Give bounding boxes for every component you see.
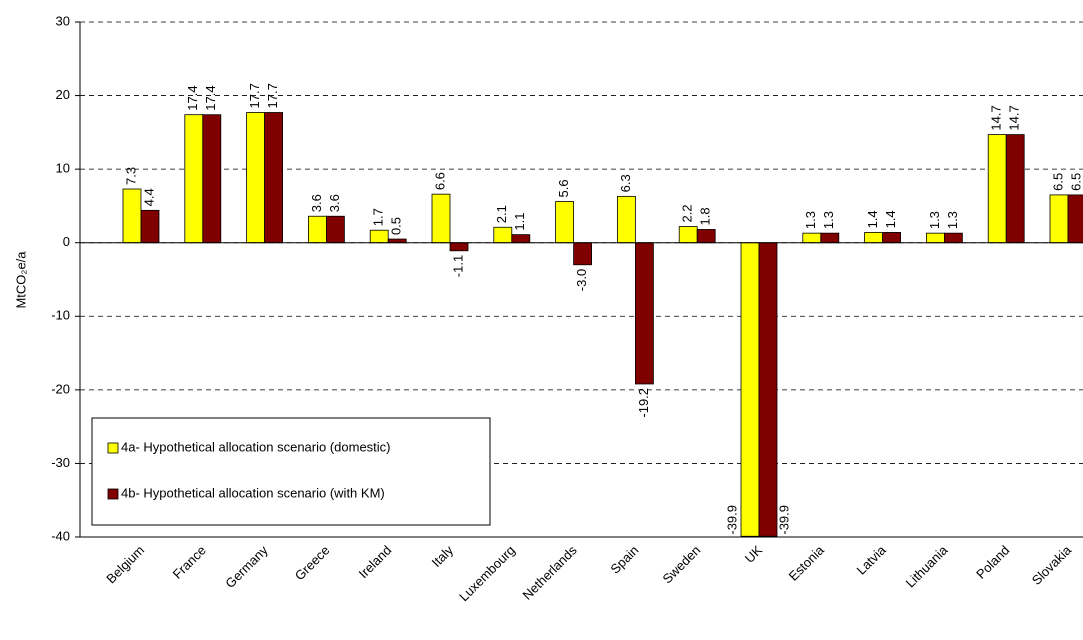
x-tick-label: France [170, 543, 209, 582]
x-tick-label: Luxembourg [456, 543, 518, 605]
bar [1067, 194, 1083, 244]
value-label: 1.8 [698, 207, 713, 225]
bar [1005, 134, 1025, 244]
y-tick-label: -20 [51, 381, 70, 396]
bar [617, 195, 636, 244]
x-tick-label: Sweden [659, 543, 703, 587]
value-label: 17.4 [203, 85, 218, 110]
bar [802, 232, 822, 244]
legend-label: 4b- Hypothetical allocation scenario (wi… [121, 485, 385, 500]
y-tick-label: 20 [56, 87, 70, 102]
value-label: 4.4 [141, 188, 156, 206]
value-label: 6.5 [1068, 173, 1083, 191]
legend-box [91, 417, 491, 526]
x-tick-label: Greece [292, 543, 333, 584]
value-label: 1.7 [371, 208, 386, 226]
bar [184, 114, 204, 244]
value-label: 6.6 [432, 172, 447, 190]
bar [140, 209, 160, 244]
value-label: 6.3 [618, 174, 633, 192]
x-tick-label: Belgium [103, 543, 147, 587]
x-tick-label: Italy [429, 542, 457, 570]
value-label: -39.9 [776, 505, 791, 535]
y-tick-label: 0 [63, 234, 70, 249]
value-label: 17.7 [247, 83, 262, 108]
value-label: 14.7 [1007, 105, 1022, 130]
bar [202, 114, 222, 244]
value-label: -1.1 [450, 255, 465, 277]
bar [493, 226, 513, 244]
x-tick-label: Latvia [854, 542, 890, 578]
value-label: 2.2 [680, 204, 695, 222]
value-label: 2.1 [494, 205, 509, 223]
x-tick-label: Poland [973, 543, 1012, 582]
bar [926, 232, 945, 244]
x-tick-label: UK [742, 542, 766, 566]
value-label: 6.5 [1050, 173, 1065, 191]
value-label: -39.9 [724, 505, 739, 535]
bar [264, 112, 284, 244]
value-label: -19.2 [636, 388, 651, 418]
bar [555, 201, 574, 244]
bar [1049, 194, 1069, 244]
bar [864, 232, 883, 244]
bar [573, 242, 592, 266]
y-axis-label: MtCO₂e/a [13, 251, 28, 309]
bar [122, 188, 142, 244]
bar [246, 112, 266, 244]
bar [678, 226, 698, 244]
bar [740, 242, 760, 537]
bar [387, 238, 407, 244]
value-label: 1.4 [883, 210, 898, 228]
value-label: 3.6 [327, 194, 342, 212]
value-label: -3.0 [574, 269, 589, 291]
bar [449, 242, 469, 252]
bar [987, 134, 1007, 244]
legend: 4a- Hypothetical allocation scenario (do… [91, 417, 491, 526]
y-tick-label: -40 [51, 528, 70, 543]
bar [758, 242, 778, 537]
y-tick-label: 10 [56, 161, 70, 176]
y-tick-label: -10 [51, 308, 70, 323]
value-label: 14.7 [989, 105, 1004, 130]
x-tick-label: Estonia [786, 542, 828, 584]
bar [511, 234, 531, 244]
y-tick-label: 30 [56, 13, 70, 28]
bar [369, 229, 389, 244]
bar [820, 232, 840, 244]
legend-label: 4a- Hypothetical allocation scenario (do… [121, 439, 391, 454]
legend-swatch [107, 442, 119, 454]
value-label: 1.3 [927, 211, 942, 229]
value-label: 7.3 [123, 167, 138, 185]
legend-swatch [107, 488, 119, 500]
value-label: 3.6 [309, 194, 324, 212]
bar [307, 215, 327, 244]
value-label: 17.4 [185, 85, 200, 110]
x-tick-label: Lithuania [903, 542, 951, 590]
value-label: 1.3 [821, 211, 836, 229]
x-tick-label: Germany [222, 542, 271, 591]
bar [635, 242, 654, 385]
bar [882, 232, 901, 244]
value-label: 1.3 [803, 211, 818, 229]
value-label: 5.6 [556, 179, 571, 197]
x-tick-label: Ireland [356, 543, 395, 582]
value-label: 1.1 [512, 213, 527, 231]
bar [944, 232, 963, 244]
x-tick-label: Netherlands [520, 542, 581, 603]
value-label: 1.3 [945, 211, 960, 229]
value-label: 0.5 [389, 217, 404, 235]
value-label: 1.4 [865, 210, 880, 228]
x-tick-label: Spain [607, 543, 641, 577]
bar [431, 193, 451, 244]
bar [696, 229, 716, 244]
bar [325, 215, 345, 244]
value-label: 17.7 [265, 83, 280, 108]
x-tick-label: Slovakia [1029, 542, 1075, 588]
y-tick-label: -30 [51, 455, 70, 470]
